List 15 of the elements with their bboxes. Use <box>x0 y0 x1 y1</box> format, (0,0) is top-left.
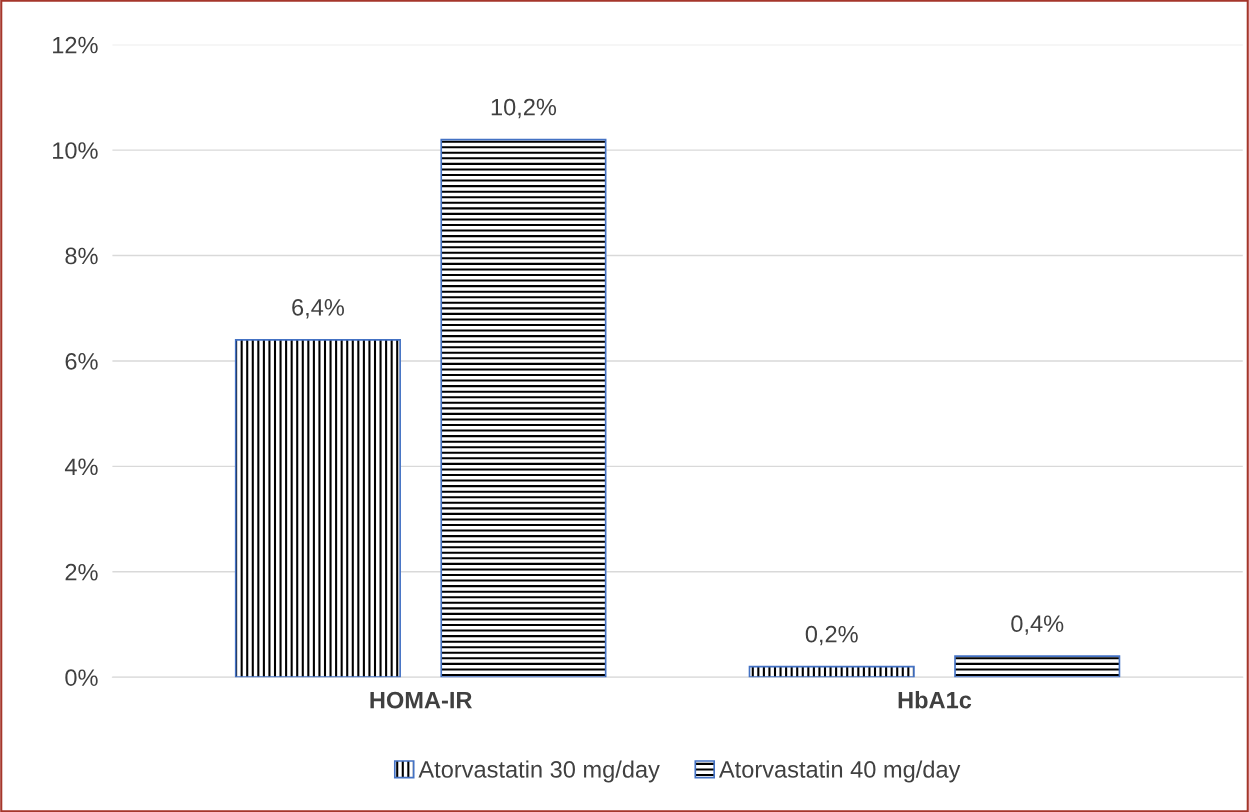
x-tick-label: HOMA-IR <box>370 691 473 709</box>
y-tick-label: 10% <box>53 142 98 159</box>
data-label: 0,2% <box>805 625 858 646</box>
legend-label: Atorvastatin 40 mg/day <box>718 760 961 783</box>
y-tick-label: 6% <box>65 353 98 370</box>
y-tick-label: 8% <box>65 247 98 265</box>
y-tick-label: 0% <box>65 669 98 686</box>
data-label: 0,4% <box>1011 615 1064 635</box>
legend-label: Atorvastatin 30 mg/day <box>418 760 660 783</box>
data-label: 10,2% <box>491 98 557 119</box>
x-tick-label: HbA1c <box>898 691 972 709</box>
data-label: 6,4% <box>292 299 344 319</box>
y-tick-label: 12% <box>53 36 98 54</box>
y-tick-label: 4% <box>64 458 98 476</box>
y-tick-label: 2% <box>65 563 98 581</box>
